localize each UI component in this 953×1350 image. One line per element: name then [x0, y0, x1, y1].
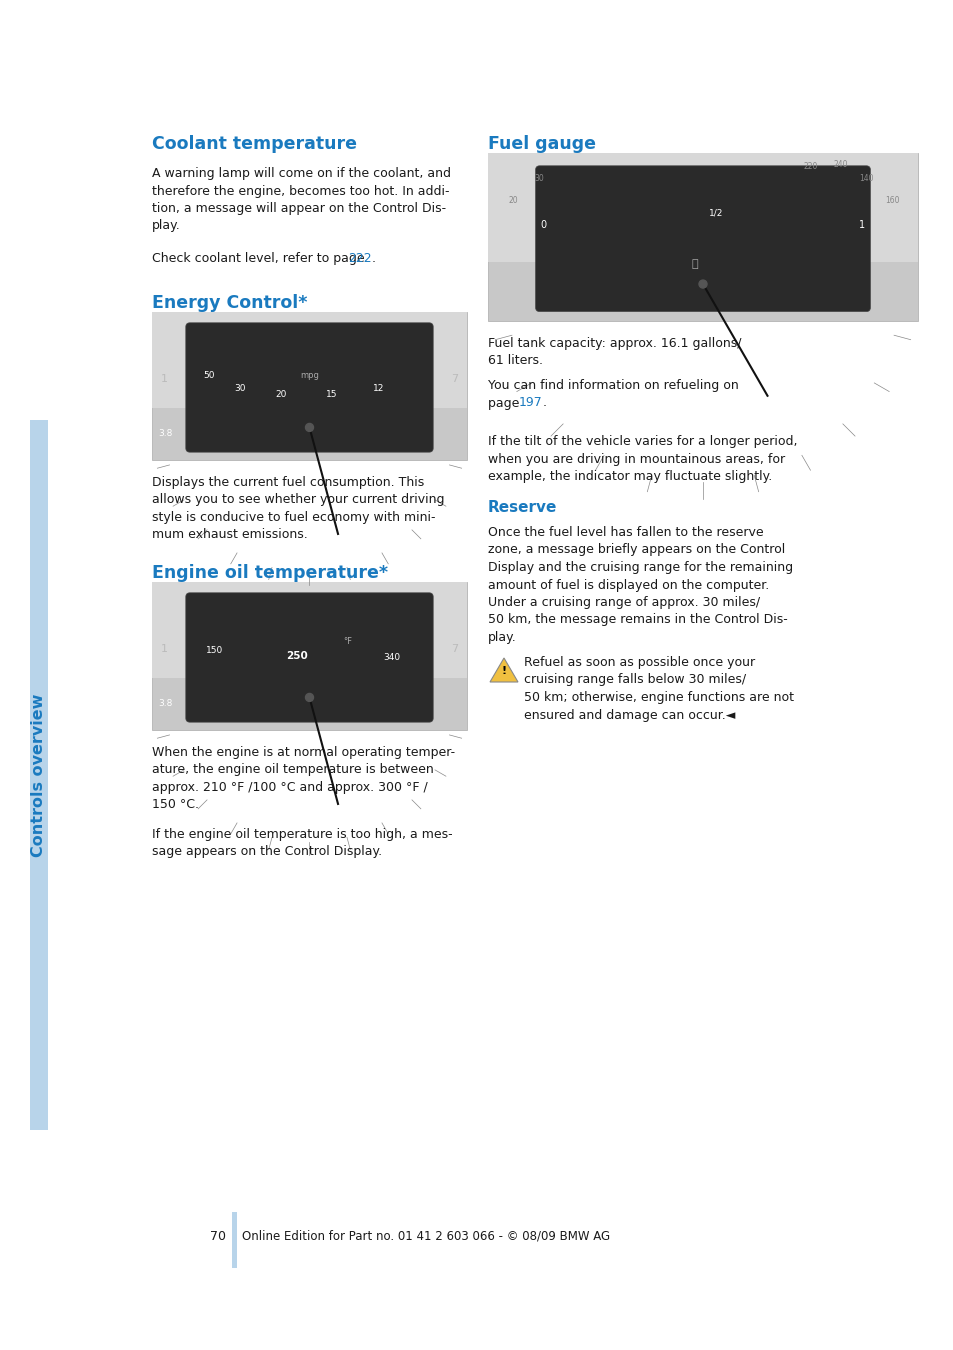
Bar	[152, 312, 467, 460]
Text: Online Edition for Part no. 01 41 2 603 066 - © 08/09 BMW AG: Online Edition for Part no. 01 41 2 603 …	[242, 1230, 610, 1242]
Text: Engine oil temperature*: Engine oil temperature*	[152, 564, 388, 582]
Bar	[30, 420, 48, 1130]
Text: If the engine oil temperature is too high, a mes-
sage appears on the Control Di: If the engine oil temperature is too hig…	[152, 828, 452, 859]
Text: 220: 220	[802, 162, 817, 171]
FancyBboxPatch shape	[535, 166, 869, 312]
Text: Displays the current fuel consumption. This
allows you to see whether your curre: Displays the current fuel consumption. T…	[152, 477, 444, 541]
Text: Refuel as soon as possible once your
cruising range falls below 30 miles/
50 km;: Refuel as soon as possible once your cru…	[523, 656, 793, 721]
Text: 150: 150	[206, 645, 223, 655]
Polygon shape	[490, 657, 517, 682]
Text: 20: 20	[509, 196, 518, 205]
Text: Coolant temperature: Coolant temperature	[152, 135, 356, 153]
Text: 1/2: 1/2	[708, 209, 722, 217]
Text: 50: 50	[203, 371, 214, 381]
FancyBboxPatch shape	[186, 593, 433, 722]
Text: When the engine is at normal operating temper-
ature, the engine oil temperature: When the engine is at normal operating t…	[152, 747, 455, 811]
Circle shape	[305, 694, 314, 702]
Text: 0: 0	[540, 220, 546, 231]
Text: !: !	[501, 666, 506, 676]
Text: 140: 140	[859, 174, 873, 182]
Text: 250: 250	[286, 651, 308, 661]
Text: 222: 222	[348, 252, 372, 265]
Text: 15: 15	[326, 390, 337, 400]
Text: 12: 12	[373, 385, 384, 393]
Text: 1: 1	[161, 644, 168, 653]
Text: .: .	[372, 252, 375, 265]
Text: 70: 70	[210, 1230, 226, 1242]
Text: °F: °F	[342, 637, 352, 645]
Text: 3.8: 3.8	[158, 699, 172, 707]
Text: ⛽: ⛽	[690, 259, 697, 269]
Text: Fuel tank capacity: approx. 16.1 gallons/
61 liters.: Fuel tank capacity: approx. 16.1 gallons…	[488, 338, 740, 367]
Text: 1: 1	[858, 220, 864, 231]
Bar	[232, 1212, 236, 1268]
Text: 7: 7	[451, 374, 457, 383]
Text: 340: 340	[382, 653, 399, 662]
Text: 30: 30	[234, 385, 246, 393]
FancyBboxPatch shape	[186, 323, 433, 452]
Text: Once the fuel level has fallen to the reserve
zone, a message briefly appears on: Once the fuel level has fallen to the re…	[488, 526, 792, 644]
Text: .: .	[542, 396, 546, 409]
Text: Fuel gauge: Fuel gauge	[488, 135, 596, 153]
Text: 20: 20	[275, 390, 287, 400]
Text: 7: 7	[451, 644, 457, 653]
Text: 160: 160	[884, 196, 899, 205]
Text: mpg: mpg	[300, 371, 318, 381]
Text: 197: 197	[518, 396, 542, 409]
Text: Check coolant level, refer to page: Check coolant level, refer to page	[152, 252, 368, 265]
Text: 240: 240	[833, 161, 847, 169]
Circle shape	[699, 279, 706, 288]
Text: 30: 30	[535, 174, 544, 182]
Text: 3.8: 3.8	[158, 429, 172, 437]
Bar	[152, 312, 467, 408]
Circle shape	[305, 424, 314, 432]
Text: Energy Control*: Energy Control*	[152, 294, 307, 312]
Bar	[488, 153, 917, 262]
Text: 1: 1	[161, 374, 168, 383]
Bar	[152, 582, 467, 730]
Bar	[488, 153, 917, 321]
Text: Reserve: Reserve	[488, 500, 557, 514]
Text: You can find information on refueling on
page: You can find information on refueling on…	[488, 379, 738, 409]
Bar	[152, 582, 467, 678]
Text: A warning lamp will come on if the coolant, and
therefore the engine, becomes to: A warning lamp will come on if the coola…	[152, 167, 451, 232]
Text: If the tilt of the vehicle varies for a longer period,
when you are driving in m: If the tilt of the vehicle varies for a …	[488, 435, 797, 483]
Text: Controls overview: Controls overview	[31, 694, 47, 857]
